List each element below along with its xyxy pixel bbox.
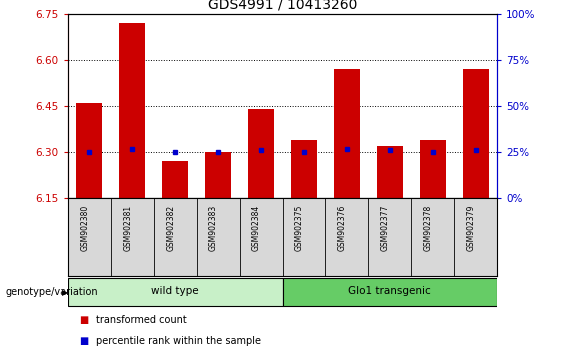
- Bar: [76, 103, 102, 198]
- Text: GSM902378: GSM902378: [424, 205, 433, 251]
- Bar: [291, 140, 317, 198]
- Text: ■: ■: [79, 315, 88, 325]
- Text: Glo1 transgenic: Glo1 transgenic: [349, 286, 431, 296]
- Text: GSM902376: GSM902376: [338, 205, 347, 251]
- Bar: [205, 152, 231, 198]
- Bar: [119, 23, 145, 198]
- Text: percentile rank within the sample: percentile rank within the sample: [96, 336, 261, 346]
- Text: genotype/variation: genotype/variation: [6, 287, 98, 297]
- Text: transformed count: transformed count: [96, 315, 187, 325]
- Text: ▶: ▶: [62, 287, 68, 297]
- Text: GSM902379: GSM902379: [467, 205, 476, 251]
- Text: wild type: wild type: [151, 286, 199, 296]
- Bar: [334, 69, 360, 198]
- Text: GSM902380: GSM902380: [80, 205, 89, 251]
- Bar: [420, 140, 446, 198]
- Text: GSM902381: GSM902381: [123, 205, 132, 251]
- Bar: [162, 161, 188, 198]
- Text: GSM902377: GSM902377: [381, 205, 390, 251]
- Bar: [248, 109, 274, 198]
- Text: GSM902383: GSM902383: [209, 205, 218, 251]
- Bar: [68, 278, 282, 306]
- Text: GSM902382: GSM902382: [166, 205, 175, 251]
- Text: GSM902384: GSM902384: [252, 205, 261, 251]
- Bar: [377, 146, 403, 198]
- Bar: [282, 278, 497, 306]
- Title: GDS4991 / 10413260: GDS4991 / 10413260: [208, 0, 357, 12]
- Bar: [463, 69, 489, 198]
- Text: GSM902375: GSM902375: [295, 205, 304, 251]
- Text: ■: ■: [79, 336, 88, 346]
